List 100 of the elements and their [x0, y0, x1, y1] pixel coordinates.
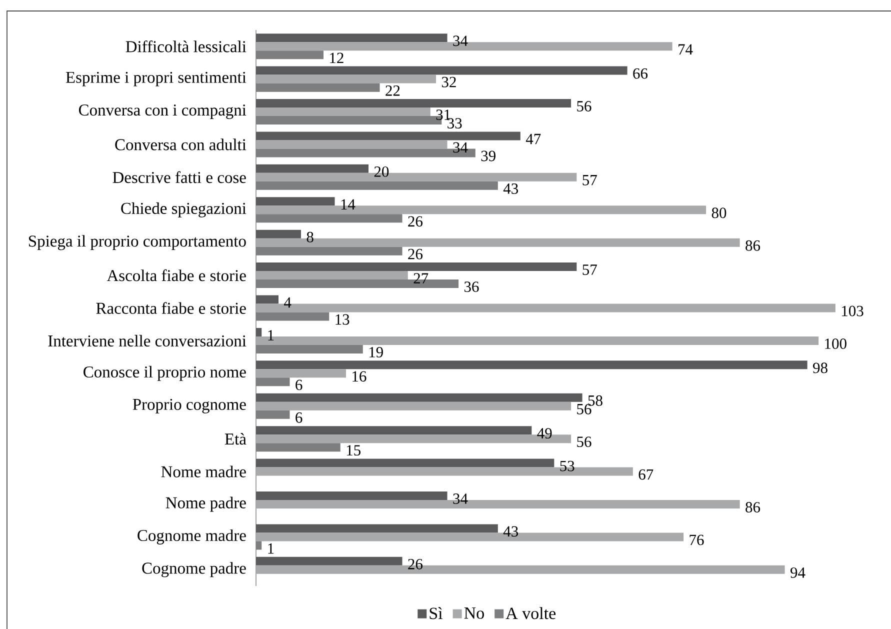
bar [256, 378, 290, 386]
data-label: 26 [408, 248, 423, 260]
data-label: 100 [825, 338, 846, 349]
data-label: 43 [503, 183, 518, 194]
data-label: 57 [582, 175, 597, 186]
data-label: 80 [712, 208, 726, 218]
data-label: 12 [330, 52, 344, 63]
data-label: 26 [408, 216, 423, 227]
bar [256, 491, 448, 500]
legend-label: A volte [506, 607, 556, 620]
data-label: 6 [296, 412, 302, 423]
bar [256, 66, 628, 75]
bar [256, 271, 408, 280]
bar [256, 458, 554, 468]
bar [256, 83, 380, 92]
bar [256, 524, 498, 533]
bar [256, 402, 572, 410]
bar [256, 181, 498, 190]
data-label: 66 [633, 68, 648, 79]
data-label: 27 [414, 273, 428, 284]
bar [256, 541, 262, 550]
y-tick-label: Interviene nelle conversazioni [48, 334, 246, 347]
data-label: 57 [582, 264, 597, 275]
y-tick-label: Chiede spiegazioni [121, 202, 246, 218]
data-label: 94 [790, 567, 806, 578]
data-label: 34 [453, 142, 468, 153]
y-tick-label: Esprime i propri sentimenti [66, 72, 246, 86]
y-tick-label: Nome padre [166, 496, 246, 512]
data-label: 56 [577, 101, 592, 112]
data-label: 13 [336, 314, 350, 325]
data-label: 15 [346, 445, 360, 456]
bar [256, 164, 369, 173]
data-label: 67 [638, 469, 654, 480]
bar [256, 360, 808, 370]
y-tick-label: Cognome madre [138, 529, 246, 544]
data-label: 43 [503, 526, 518, 537]
y-tick-label: Conversa con adulti [115, 138, 246, 150]
bar [256, 556, 402, 566]
data-label: 47 [526, 134, 541, 144]
data-label: 8 [306, 232, 314, 242]
data-label: 14 [341, 199, 356, 210]
data-label: 26 [408, 558, 423, 570]
y-tick-label: Proprio cognome [132, 398, 246, 414]
data-label: 53 [560, 460, 574, 472]
bar [256, 443, 340, 452]
data-label: 1 [268, 543, 274, 554]
bar [256, 197, 335, 206]
data-label: 98 [813, 362, 828, 374]
legend-label: Sì [430, 607, 442, 620]
data-label: 34 [453, 36, 468, 46]
data-label: 58 [588, 395, 602, 406]
data-label: 76 [690, 534, 704, 546]
y-tick-label: Conversa con i compagni [78, 104, 246, 120]
bar [256, 99, 572, 108]
bar [256, 328, 262, 336]
y-tick-label: Racconta fiabe e storie [96, 302, 246, 314]
bar [256, 393, 582, 402]
bar [256, 262, 577, 272]
legend-label: No [464, 607, 484, 619]
data-label: 56 [577, 404, 592, 414]
bar [256, 140, 448, 149]
y-tick-label: Ascolta fiabe e storie [106, 269, 246, 282]
data-label: 1 [268, 330, 274, 340]
data-label: 6 [296, 380, 302, 390]
data-label: 19 [369, 347, 383, 358]
bar [256, 74, 436, 84]
bar [256, 108, 430, 116]
bar [256, 246, 402, 256]
data-label: 32 [442, 76, 456, 88]
bar [256, 312, 330, 321]
y-tick-label: Spiega il proprio comportamento [28, 235, 246, 250]
data-label: 20 [374, 166, 389, 177]
data-label: 86 [746, 240, 760, 251]
y-tick-label: Difficoltà lessicali [126, 40, 246, 52]
y-tick-label: Cognome padre [142, 562, 246, 578]
bar [256, 369, 346, 378]
bar [256, 34, 448, 42]
bar [256, 132, 520, 140]
data-label: 56 [577, 436, 592, 448]
bar [256, 344, 363, 354]
bar [256, 230, 302, 238]
y-tick-label: Età [224, 433, 246, 445]
data-label: 4 [284, 297, 292, 308]
data-label: 103 [842, 306, 864, 316]
data-label: 36 [464, 282, 479, 292]
data-label: 74 [678, 44, 693, 54]
bar [256, 50, 324, 60]
data-label: 33 [448, 118, 462, 128]
data-label: 49 [537, 428, 552, 439]
data-label: 39 [481, 150, 496, 162]
bar [256, 426, 532, 435]
data-label: 34 [453, 494, 468, 504]
data-label: 22 [386, 85, 400, 96]
data-label: 86 [746, 502, 760, 512]
y-tick-label: Conosce il proprio nome [84, 366, 246, 381]
bar [256, 214, 402, 223]
data-label: 16 [352, 371, 366, 382]
y-tick-label: Descrive fatti e cose [112, 171, 246, 184]
data-label: 31 [436, 110, 450, 120]
bar [256, 295, 278, 304]
